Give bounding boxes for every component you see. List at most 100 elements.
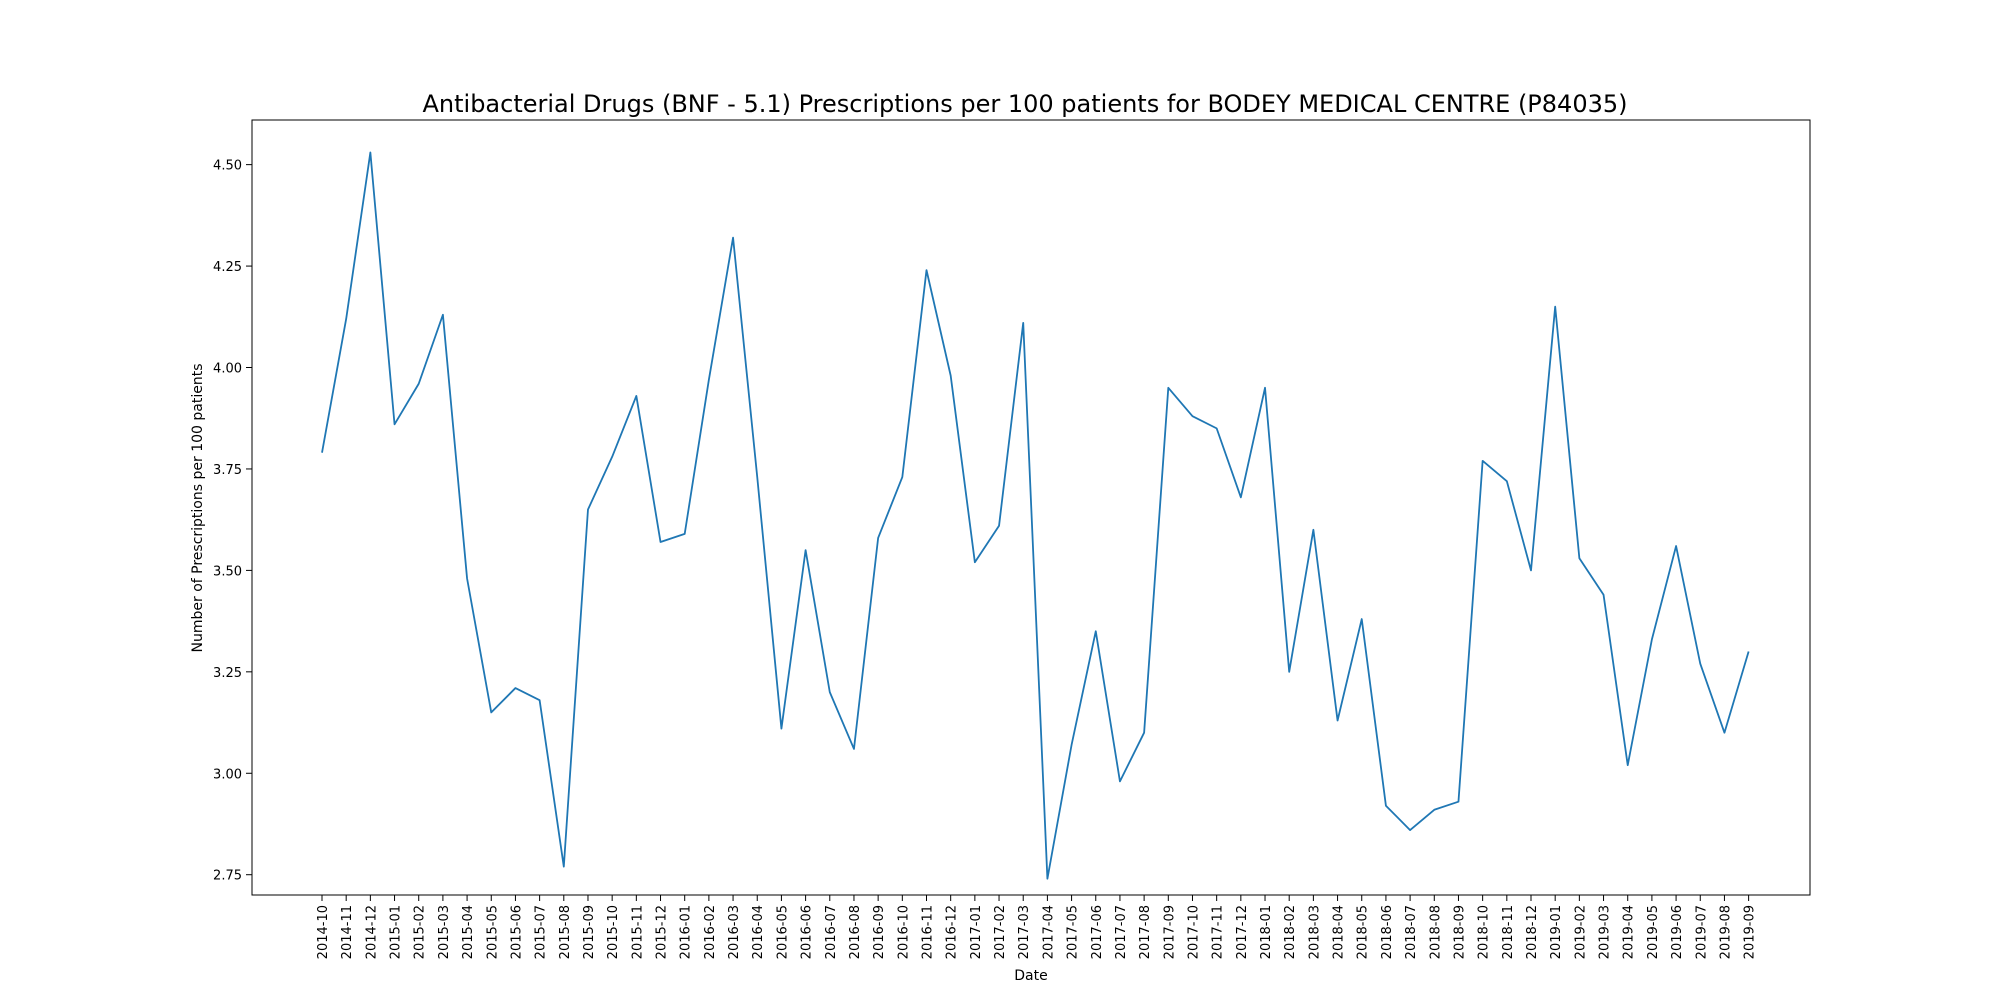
y-tick-label: 4.00 — [213, 362, 242, 377]
data-point — [1263, 386, 1267, 390]
data-point — [634, 394, 638, 398]
x-tick-label: 2016-09 — [872, 905, 887, 959]
x-tick-label: 2018-10 — [1477, 905, 1492, 959]
x-axis: 2014-10 2014-11 2014-12 2015-01 2015-02 2015-… — [316, 895, 1758, 959]
data-point — [1456, 800, 1460, 804]
x-tick-label: 2017-04 — [1041, 905, 1056, 959]
x-tick-label: 2015-07 — [534, 905, 549, 959]
data-point — [1166, 386, 1170, 390]
data-point — [1674, 544, 1678, 548]
x-tick-label: 2018-11 — [1501, 905, 1516, 959]
x-tick-label: 2017-02 — [993, 905, 1008, 959]
data-point — [344, 317, 348, 321]
x-tick-label: 2017-03 — [1017, 905, 1032, 959]
x-tick-label: 2014-11 — [340, 905, 355, 959]
x-tick-label: 2017-08 — [1138, 905, 1153, 959]
data-point — [925, 268, 929, 272]
data-point — [1747, 650, 1751, 654]
x-tick-label: 2019-01 — [1549, 905, 1564, 959]
data-point — [1118, 779, 1122, 783]
data-point — [586, 508, 590, 512]
data-point — [1602, 593, 1606, 597]
series-line — [321, 151, 1750, 880]
y-tick-label: 3.00 — [213, 767, 242, 782]
data-point — [610, 455, 614, 459]
data-point — [1529, 568, 1533, 572]
data-point — [900, 475, 904, 479]
data-point — [683, 532, 687, 536]
data-point — [804, 548, 808, 552]
x-tick-label: 2018-05 — [1356, 905, 1371, 959]
x-tick-label: 2018-08 — [1428, 905, 1443, 959]
x-tick-label: 2019-05 — [1646, 905, 1661, 959]
x-tick-label: 2017-05 — [1066, 905, 1081, 959]
data-point — [731, 236, 735, 240]
x-tick-label: 2017-10 — [1186, 905, 1201, 959]
x-tick-label: 2016-08 — [848, 905, 863, 959]
x-tick-label: 2016-06 — [800, 905, 815, 959]
x-tick-label: 2015-02 — [413, 905, 428, 959]
x-tick-label: 2018-07 — [1404, 905, 1419, 959]
data-point — [393, 422, 397, 426]
x-tick-label: 2018-12 — [1525, 905, 1540, 959]
data-point — [538, 698, 542, 702]
x-tick-label: 2017-11 — [1211, 905, 1226, 959]
x-tick-label: 2019-06 — [1670, 905, 1685, 959]
x-tick-label: 2019-07 — [1694, 905, 1709, 959]
x-tick-label: 2016-07 — [824, 905, 839, 959]
data-point — [1215, 426, 1219, 430]
plot-frame — [251, 119, 1811, 896]
x-tick-label: 2019-03 — [1598, 905, 1613, 959]
data-point — [1311, 528, 1315, 532]
y-tick-label: 4.25 — [213, 260, 242, 275]
data-point — [828, 690, 832, 694]
data-point — [1142, 731, 1146, 735]
data-point — [1626, 763, 1630, 767]
x-tick-label: 2019-08 — [1718, 905, 1733, 959]
data-point — [1650, 637, 1654, 641]
x-tick-label: 2016-05 — [775, 905, 790, 959]
data-point — [441, 313, 445, 317]
y-tick-label: 3.75 — [213, 463, 242, 478]
data-point — [1045, 877, 1049, 881]
data-point — [997, 524, 1001, 528]
x-tick-label: 2015-12 — [655, 905, 670, 959]
data-point — [1360, 617, 1364, 621]
x-tick-label: 2015-08 — [558, 905, 573, 959]
data-point — [755, 475, 759, 479]
x-tick-label: 2015-05 — [485, 905, 500, 959]
x-tick-label: 2017-12 — [1235, 905, 1250, 959]
y-tick-label: 2.75 — [213, 869, 242, 884]
x-tick-label: 2016-03 — [727, 905, 742, 959]
x-tick-label: 2016-01 — [679, 905, 694, 959]
x-tick-label: 2015-09 — [582, 905, 597, 959]
x-tick-label: 2018-04 — [1332, 905, 1347, 959]
data-point — [1408, 828, 1412, 832]
y-tick-label: 3.25 — [213, 666, 242, 681]
data-point — [852, 747, 856, 751]
data-point — [949, 374, 953, 378]
x-tick-label: 2017-07 — [1114, 905, 1129, 959]
data-point — [1722, 731, 1726, 735]
x-tick-label: 2018-03 — [1307, 905, 1322, 959]
x-tick-label: 2018-06 — [1380, 905, 1395, 959]
data-point — [465, 577, 469, 581]
x-tick-label: 2016-12 — [945, 905, 960, 959]
x-tick-label: 2014-12 — [364, 905, 379, 959]
x-tick-label: 2016-04 — [751, 905, 766, 959]
x-tick-label: 2018-09 — [1452, 905, 1467, 959]
x-tick-label: 2017-01 — [969, 905, 984, 959]
data-point — [1070, 743, 1074, 747]
x-tick-label: 2016-02 — [703, 905, 718, 959]
data-point — [1698, 662, 1702, 666]
data-point — [1190, 414, 1194, 418]
x-tick-label: 2014-10 — [316, 905, 331, 959]
x-tick-label: 2016-11 — [921, 905, 936, 959]
data-point — [779, 727, 783, 731]
y-tick-label: 3.50 — [213, 564, 242, 579]
data-point — [1336, 719, 1340, 723]
chart-title: Antibacterial Drugs (BNF - 5.1) Prescrip… — [422, 90, 1627, 118]
data-point — [1553, 305, 1557, 309]
data-point — [1384, 804, 1388, 808]
x-tick-label: 2018-01 — [1259, 905, 1274, 959]
